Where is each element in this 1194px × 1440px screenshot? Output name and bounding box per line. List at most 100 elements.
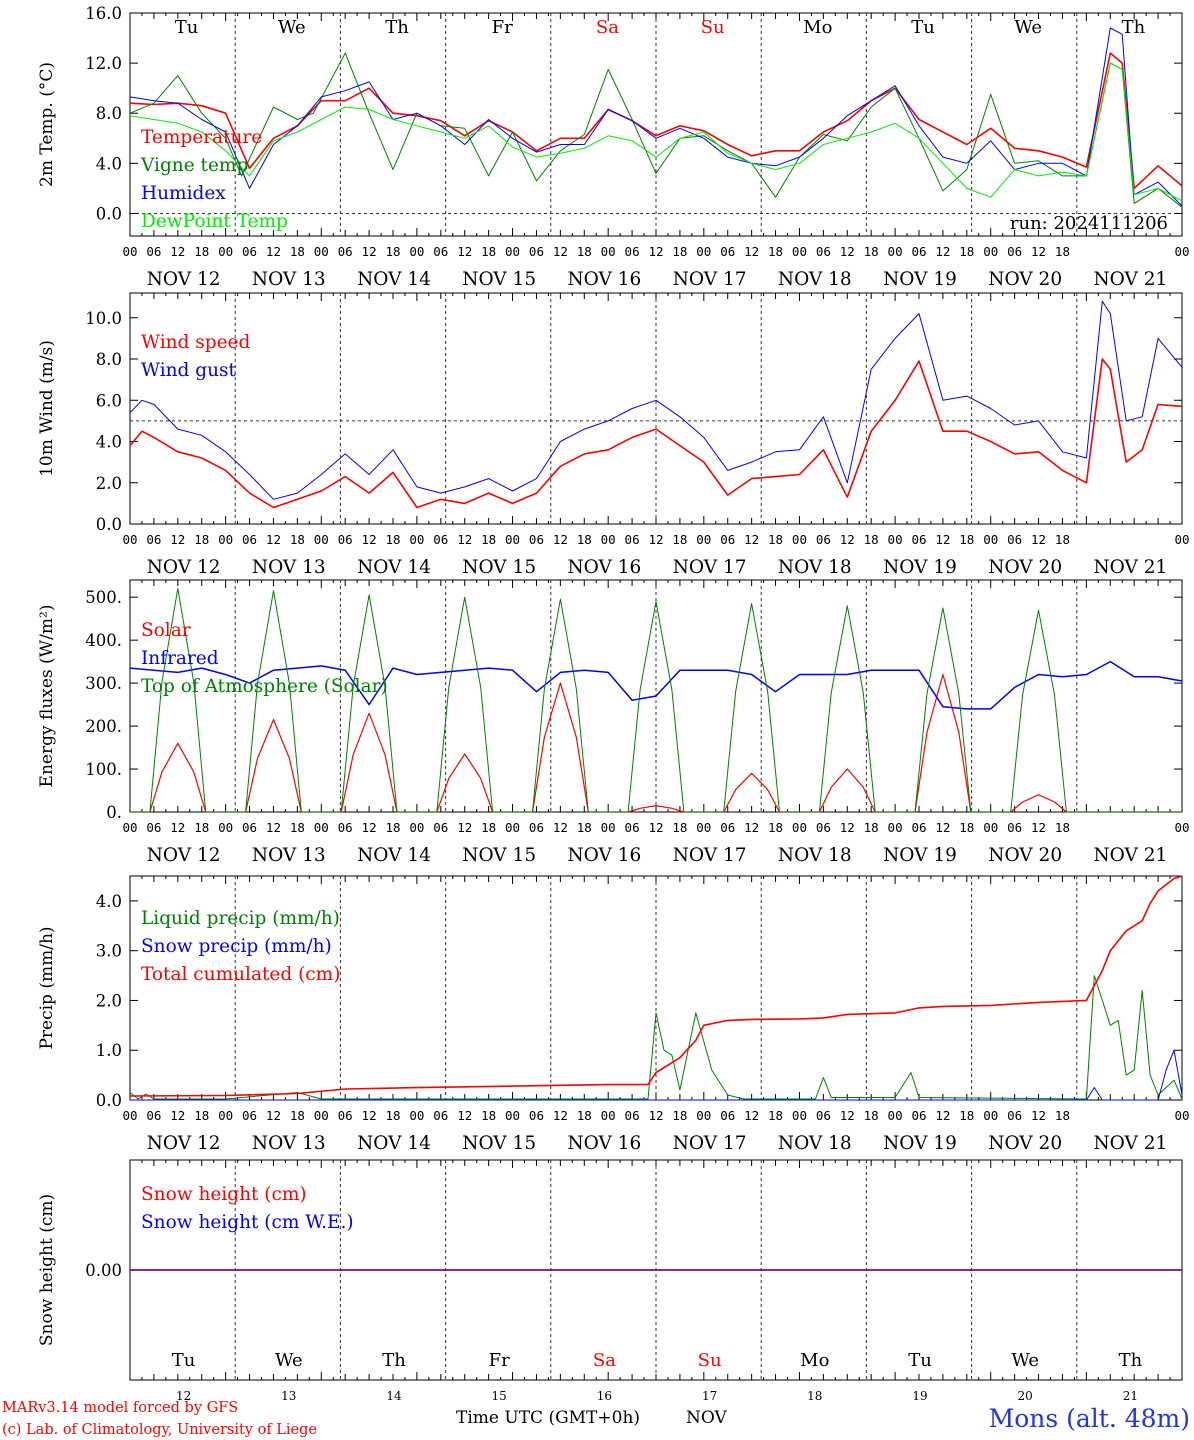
- hour-label: 00: [696, 1108, 711, 1123]
- panel-temp: 0.04.08.012.016.02m Temp. (°C)00 06 12 18NO…: [37, 4, 1190, 290]
- hour-label: 12: [553, 244, 568, 259]
- hour-label: 00: [983, 244, 998, 259]
- y-tick-label: 2.0: [96, 991, 122, 1010]
- legend-entry: Infrared: [141, 648, 219, 669]
- hour-label: 00: [505, 532, 520, 547]
- panel-snow: 0.00 Snow height (cm) Tu 12 We 13 Th 14 Fr 15 Sa 16…: [37, 1159, 1183, 1403]
- day-abbr: Mo: [800, 1350, 829, 1371]
- hour-label: 18: [959, 820, 974, 835]
- hour-label: 00: [601, 820, 616, 835]
- hour-label: 18: [290, 820, 305, 835]
- hour-label: 12: [1031, 244, 1046, 259]
- date-label: NOV 14: [357, 845, 431, 866]
- footer: MARv3.14 model forced by GFS (c) Lab. of…: [2, 1400, 1190, 1438]
- panel-frame: [129, 12, 1183, 237]
- date-label: NOV 18: [778, 1133, 852, 1154]
- series-group: [129, 300, 1183, 509]
- date-label: NOV 14: [357, 557, 431, 578]
- hour-label: 12: [170, 532, 185, 547]
- hour-label: 18: [385, 244, 400, 259]
- hour-label: 18: [290, 1108, 305, 1123]
- date-label: NOV 17: [673, 1133, 747, 1154]
- hour-label: 12: [1031, 1108, 1046, 1123]
- hour-label: 12: [170, 820, 185, 835]
- hour-label: 18: [577, 532, 592, 547]
- day-number: 18: [807, 1389, 822, 1403]
- hour-label: 18: [385, 1108, 400, 1123]
- hour-label: 18: [577, 1108, 592, 1123]
- hour-label: 00: [505, 244, 520, 259]
- hour-label: 00: [792, 532, 807, 547]
- hour-label: 06: [433, 1108, 448, 1123]
- x-axis-title: Time UTC (GMT+0h): [456, 1408, 640, 1428]
- hour-label: 18: [290, 532, 305, 547]
- date-label: NOV 16: [567, 845, 641, 866]
- hour-label: 06: [146, 532, 161, 547]
- hour-label: 00: [601, 532, 616, 547]
- hour-label: 06: [911, 1108, 926, 1123]
- y-tick-label: 1.0: [96, 1041, 122, 1060]
- hour-label: 00: [983, 532, 998, 547]
- date-label: NOV 17: [673, 269, 747, 290]
- day-abbr: Sa: [596, 17, 619, 38]
- hour-label: 00: [314, 1108, 329, 1123]
- y-tick-label: 0.0: [96, 204, 122, 223]
- y-tick-label: 4.0: [96, 433, 122, 452]
- hour-label: 06: [816, 532, 831, 547]
- date-label: NOV 13: [252, 845, 326, 866]
- legend-entry: Temperature: [141, 127, 262, 148]
- hour-label: 00: [888, 532, 903, 547]
- hour-label: 18: [194, 820, 209, 835]
- day-number: 16: [597, 1389, 612, 1403]
- date-label: NOV 17: [673, 845, 747, 866]
- hour-label: 12: [266, 1108, 281, 1123]
- hour-label: 12: [935, 1108, 950, 1123]
- hour-label: 18: [959, 532, 974, 547]
- hour-label: 00: [218, 820, 233, 835]
- hour-label: 06: [146, 820, 161, 835]
- hour-label: 18: [1055, 1108, 1070, 1123]
- series-snow-precip-mm-h: [130, 1049, 1183, 1101]
- panel-flux: 0. 100. 200. 300. 400. 500. Energy fluxes (W/m…: [37, 579, 1190, 866]
- hour-label: 06: [720, 1108, 735, 1123]
- hour-label: 12: [457, 820, 472, 835]
- y-tick-label: 16.0: [85, 4, 122, 23]
- hour-label: 00: [314, 244, 329, 259]
- hour-label: 18: [481, 244, 496, 259]
- model-credit: MARv3.14 model forced by GFS: [2, 1400, 238, 1416]
- hour-label: 12: [553, 1108, 568, 1123]
- hour-label: 18: [768, 820, 783, 835]
- hour-label: 06: [529, 244, 544, 259]
- hour-label: 12: [935, 820, 950, 835]
- hour-label: 00: [122, 244, 137, 259]
- date-label: NOV 12: [147, 1133, 221, 1154]
- y-tick-label: 500.: [85, 588, 122, 607]
- hour-label: 12: [744, 244, 759, 259]
- day-abbr: Su: [701, 17, 725, 38]
- hour-label: 12: [457, 244, 472, 259]
- hour-label: 00: [314, 532, 329, 547]
- date-label: NOV 21: [1093, 1133, 1167, 1154]
- date-label: NOV 18: [778, 269, 852, 290]
- hour-label: 18: [481, 820, 496, 835]
- date-label: NOV 14: [357, 1133, 431, 1154]
- hour-label: 12: [1031, 820, 1046, 835]
- hour-label: 18: [1055, 244, 1070, 259]
- date-label: NOV 20: [988, 845, 1062, 866]
- series-dewpoint-temp: [129, 62, 1183, 202]
- hour-label: 18: [768, 532, 783, 547]
- day-abbr: Fr: [489, 1350, 510, 1371]
- y-tick-label: 300.: [85, 674, 122, 693]
- date-label: NOV 20: [988, 1133, 1062, 1154]
- day-number: 12: [176, 1389, 191, 1403]
- hour-label: 00: [888, 1108, 903, 1123]
- hour-label: 00: [409, 244, 424, 259]
- series-group: [129, 875, 1183, 1101]
- y-tick-label: 8.0: [96, 350, 122, 369]
- hour-label: 00: [218, 1108, 233, 1123]
- day-abbr: Th: [385, 17, 409, 38]
- day-abbr: Tu: [175, 17, 199, 38]
- y-tick-label: 0.: [106, 803, 122, 822]
- date-label: NOV 16: [567, 269, 641, 290]
- legend-entry: Humidex: [141, 183, 226, 204]
